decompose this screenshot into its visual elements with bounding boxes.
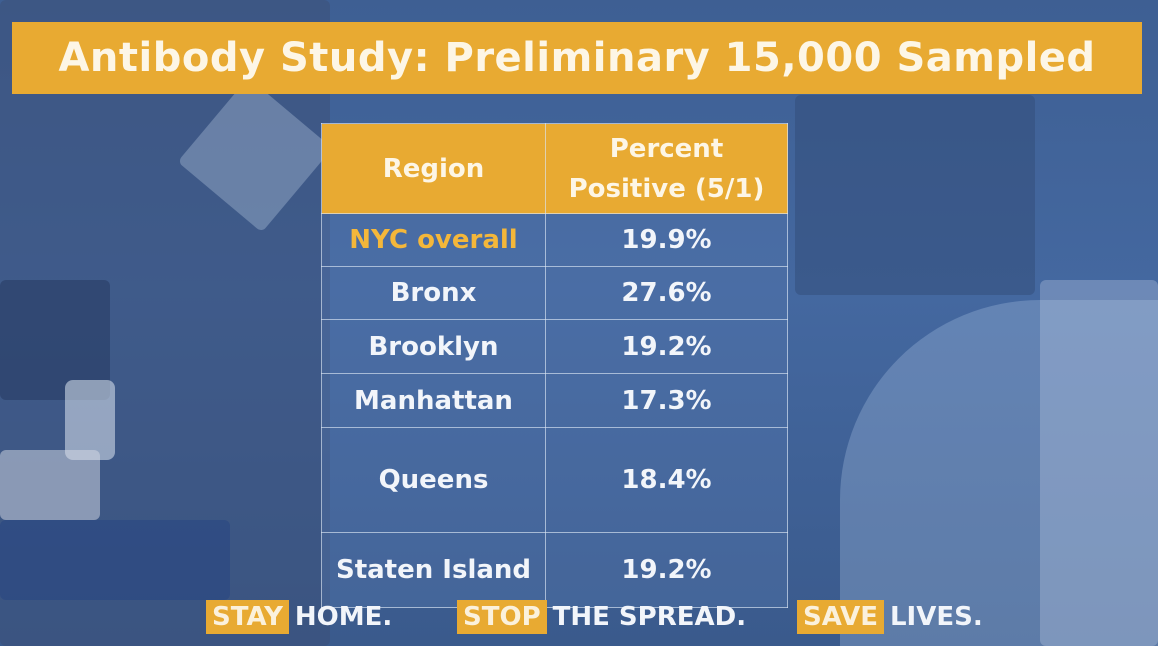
tagline-highlight: STAY [206, 600, 289, 634]
tagline-bar: STAY HOME. STOP THE SPREAD. SAVE LIVES. [0, 600, 1158, 634]
tagline-text: THE SPREAD. [552, 602, 747, 632]
table-row: Queens 18.4% [321, 427, 788, 533]
column-header-region: Region [321, 123, 546, 214]
region-cell: NYC overall [321, 213, 546, 267]
table-row: Staten Island 19.2% [321, 532, 788, 608]
value-cell: 19.9% [545, 213, 788, 267]
value-cell: 19.2% [545, 319, 788, 374]
region-cell: Bronx [321, 266, 546, 320]
table-row: Manhattan 17.3% [321, 373, 788, 428]
value-cell: 27.6% [545, 266, 788, 320]
region-cell: Brooklyn [321, 319, 546, 374]
header-line: Region [382, 153, 485, 184]
header-line: Percent [609, 133, 724, 164]
results-table: Region Percent Positive (5/1) NYC overal… [321, 123, 788, 608]
table-row: Brooklyn 19.2% [321, 319, 788, 374]
header-line: Positive (5/1) [568, 173, 765, 204]
header-row: Region Percent Positive (5/1) [321, 123, 788, 214]
value-cell: 19.2% [545, 532, 788, 608]
tagline-text: HOME. [294, 602, 393, 632]
chart-title: Antibody Study: Preliminary 15,000 Sampl… [58, 35, 1096, 81]
value-cell: 18.4% [545, 427, 788, 533]
title-banner: Antibody Study: Preliminary 15,000 Sampl… [12, 22, 1142, 94]
tagline-stay-home: STAY HOME. [206, 600, 392, 634]
tagline-stop-the-spread: STOP THE SPREAD. [457, 600, 746, 634]
tagline-save-lives: SAVE LIVES. [797, 600, 983, 634]
tagline-highlight: SAVE [797, 600, 884, 634]
region-cell: Manhattan [321, 373, 546, 428]
table-row: NYC overall 19.9% [321, 213, 788, 267]
region-cell: Queens [321, 427, 546, 533]
table-row: Bronx 27.6% [321, 266, 788, 320]
column-header-percent-positive: Percent Positive (5/1) [545, 123, 788, 214]
value-cell: 17.3% [545, 373, 788, 428]
tagline-highlight: STOP [457, 600, 547, 634]
region-cell: Staten Island [321, 532, 546, 608]
tagline-text: LIVES. [889, 602, 983, 632]
